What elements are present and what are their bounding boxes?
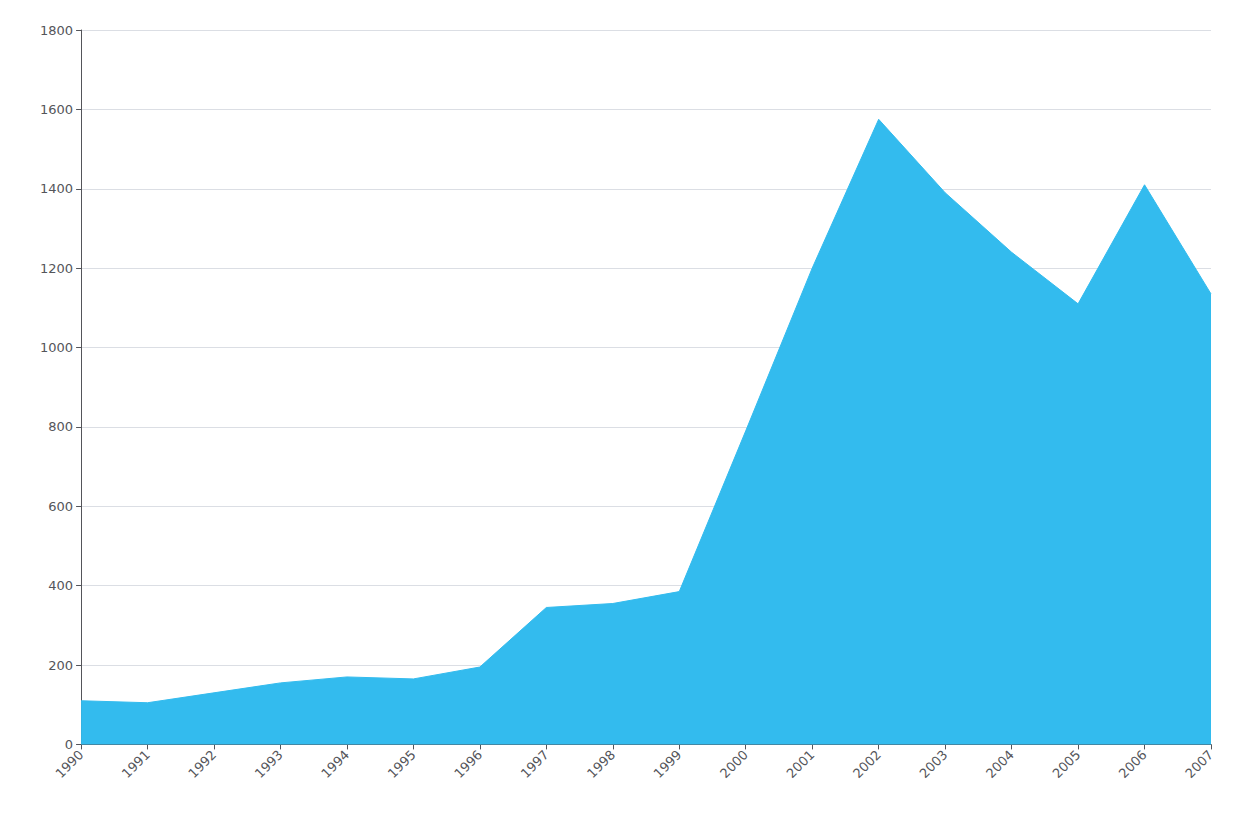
svg-text:1993: 1993 xyxy=(252,747,286,781)
svg-text:1200: 1200 xyxy=(40,261,73,276)
svg-text:1998: 1998 xyxy=(584,747,618,781)
svg-text:1000: 1000 xyxy=(40,340,73,355)
svg-text:0: 0 xyxy=(64,736,74,752)
svg-text:1992: 1992 xyxy=(185,747,219,781)
svg-text:1995: 1995 xyxy=(385,747,419,781)
svg-text:2003: 2003 xyxy=(916,747,950,781)
svg-text:2002: 2002 xyxy=(850,747,884,781)
svg-text:2000: 2000 xyxy=(717,747,751,781)
svg-text:1994: 1994 xyxy=(318,747,352,781)
svg-text:1990: 1990 xyxy=(52,747,86,781)
svg-text:1800: 1800 xyxy=(40,23,73,38)
svg-text:2004: 2004 xyxy=(983,747,1017,781)
svg-text:1997: 1997 xyxy=(518,747,552,781)
svg-text:1991: 1991 xyxy=(119,747,153,781)
svg-text:1400: 1400 xyxy=(40,181,73,196)
svg-text:2007: 2007 xyxy=(1182,747,1216,781)
svg-text:1999: 1999 xyxy=(651,747,685,781)
svg-text:2001: 2001 xyxy=(784,747,818,781)
svg-text:800: 800 xyxy=(48,419,73,434)
svg-text:600: 600 xyxy=(48,499,73,514)
svg-text:2006: 2006 xyxy=(1116,747,1150,781)
svg-text:1600: 1600 xyxy=(40,102,73,117)
svg-text:2005: 2005 xyxy=(1049,747,1083,781)
svg-text:400: 400 xyxy=(48,578,73,593)
svg-text:200: 200 xyxy=(48,658,73,673)
svg-text:1996: 1996 xyxy=(451,747,485,781)
